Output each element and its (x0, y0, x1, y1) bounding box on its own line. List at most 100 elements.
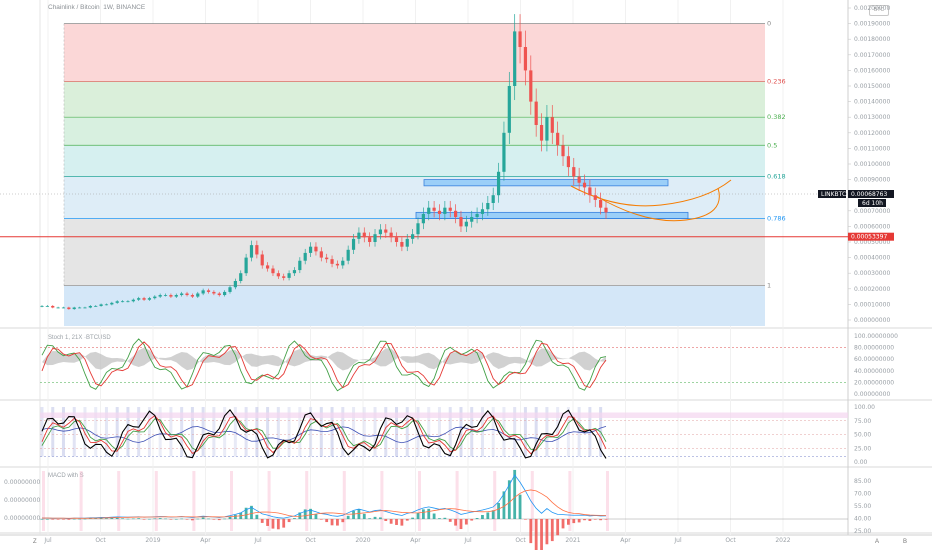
annotated-zone (423, 179, 669, 187)
candle-body (51, 305, 55, 308)
y-tick-label: 0.00050000 (854, 239, 890, 246)
macd-hist-bar (411, 517, 415, 519)
macd-hist-bar (448, 519, 452, 522)
macd-hist-bar (105, 518, 108, 519)
macd-bg-stripe (154, 471, 158, 531)
osc-bg-bar (395, 407, 399, 457)
candle-body (40, 305, 44, 307)
osc-bg-bar (491, 407, 495, 457)
macd-hist-bar (432, 513, 436, 519)
osc-bg-bar (534, 407, 538, 457)
candle-body (217, 293, 221, 296)
macd-hist-bar (207, 518, 210, 520)
macd-bg-stripe (192, 471, 196, 531)
macd-hist-bar (583, 519, 586, 521)
macd-bg-stripe (79, 471, 83, 531)
countdown-tag-value: 6d 10h (862, 200, 883, 207)
candle-body (556, 132, 560, 146)
auto-scale-button[interactable]: A (875, 539, 880, 545)
x-tick-label: 2021 (565, 537, 580, 544)
x-tick-label: 2019 (145, 537, 160, 544)
timezone-button[interactable]: Z (33, 539, 37, 545)
macd-hist-bar (174, 518, 178, 520)
macd-hist-bar (443, 517, 447, 519)
candle-body (330, 259, 334, 264)
macd-hist-bar (62, 519, 65, 520)
countdown-tag (858, 199, 886, 207)
candle-body (206, 290, 211, 292)
macd-hist-bar (51, 519, 55, 520)
macd-bg-stripe (530, 471, 534, 531)
candle-body (432, 207, 436, 211)
fibonacci-retracement: 0 0.236 0.382 0.5 0.618 0.786 1 (0, 20, 848, 326)
context-badge[interactable]: BTC (869, 5, 889, 16)
macd-bg-stripe (418, 471, 421, 531)
osc-bg-bar (427, 407, 431, 457)
osc-bg-bar (588, 407, 592, 457)
osc-bg-bar (309, 407, 313, 457)
macd-hist-bar (513, 469, 517, 519)
macd-hist-bar (491, 510, 495, 519)
stoch-d-line (41, 341, 607, 389)
macd-hist-bar (421, 509, 425, 519)
candle-body (534, 101, 538, 125)
fib-level-label: 0.5 (767, 141, 777, 149)
candle-body (566, 156, 570, 168)
candle-body (228, 287, 232, 292)
candle-body (357, 232, 361, 239)
macd-hist-bar (78, 518, 81, 520)
candle-body (190, 295, 194, 297)
price-tag (848, 190, 894, 198)
candle-body (491, 195, 495, 203)
candle-body (373, 234, 377, 242)
candle-body (260, 254, 264, 266)
x-tick-label: Jul (43, 537, 52, 544)
candle-body (464, 221, 468, 227)
osc-axis-label: 75.00 (854, 418, 871, 425)
log-scale-button[interactable]: B (903, 539, 908, 545)
candle-body (459, 217, 463, 227)
fib-level-label: 0.786 (767, 215, 786, 223)
fib-level-label: 0.382 (767, 113, 786, 121)
osc-axis-label: 100.00 (854, 404, 875, 411)
candle-body (67, 307, 71, 310)
candle-body (169, 295, 173, 297)
x-tick-label: Apr (410, 537, 421, 544)
macd-hist-bar (518, 494, 522, 519)
candle-body (319, 251, 323, 258)
macd-hist-bar (228, 516, 232, 519)
macd-hist-bar (266, 519, 269, 526)
macd-hist-bar (303, 509, 307, 519)
candle-body (470, 217, 474, 222)
candle-body (271, 268, 275, 274)
macd-hist-bar (56, 519, 60, 520)
macd-hist-bar (427, 508, 431, 519)
candle-body (255, 245, 259, 255)
candle-body (83, 307, 87, 309)
osc-bg-bar (448, 407, 452, 457)
x-tick-label: 2022 (775, 537, 790, 544)
osc-bg-bar (169, 407, 173, 457)
osc-bg-bar (513, 407, 517, 457)
macd-hist-bar (384, 519, 388, 522)
macd-hist-bar (131, 518, 135, 520)
stoch-rsi-title: Stoch 1, 21X ·BTCUSD (48, 335, 111, 341)
macd-hist-bar (185, 519, 189, 520)
macd-bg-stripe (606, 471, 609, 531)
osc-bg-bar (556, 407, 560, 457)
macd-hist-bar (164, 518, 167, 520)
macd-left-label: 0.00000000 (4, 479, 40, 486)
osc-bg-bar (502, 407, 506, 457)
y-tick-label: 0.00100000 (854, 161, 890, 168)
candle-body (110, 302, 114, 305)
candle-body (539, 125, 544, 141)
x-tick-label: Oct (725, 537, 736, 544)
stoch-k-line (41, 338, 607, 392)
macd-bg-stripe (380, 471, 384, 531)
candle-body (137, 298, 141, 300)
macd-hist-bar (260, 519, 264, 523)
candle-body (400, 242, 404, 247)
macd-hist-bar (244, 507, 248, 519)
osc-bg-bar (287, 407, 291, 457)
